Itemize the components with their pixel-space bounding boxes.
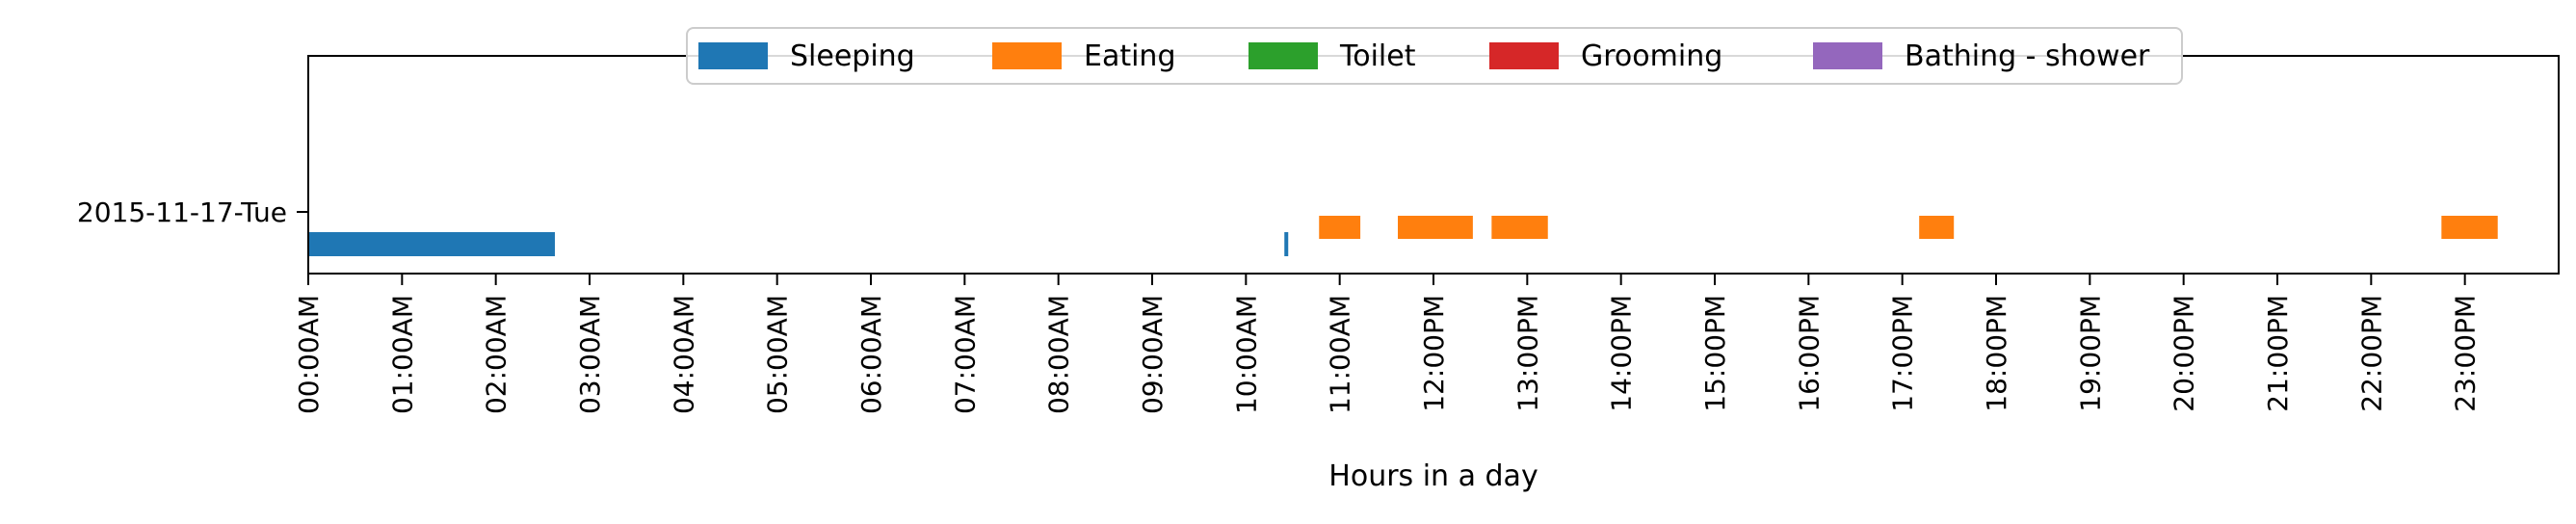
x-tick-label: 05:00AM bbox=[762, 295, 794, 414]
x-tick-label: 09:00AM bbox=[1137, 295, 1169, 414]
x-tick-label: 20:00PM bbox=[2169, 295, 2200, 412]
bar-eating-2 bbox=[1491, 216, 1548, 239]
y-axis: 2015-11-17-Tue bbox=[77, 196, 308, 228]
x-tick-label: 17:00PM bbox=[1887, 295, 1919, 412]
bar-sleeping-0 bbox=[308, 232, 555, 256]
x-tick-label: 02:00AM bbox=[481, 295, 513, 414]
legend-label: Toilet bbox=[1339, 39, 1416, 73]
x-axis: 00:00AM 01:00AM 02:00AM 03:00AM 04:00AM 05:00… bbox=[293, 274, 2482, 414]
x-axis-label: Hours in a day bbox=[1328, 459, 1538, 493]
legend-swatch bbox=[1489, 42, 1559, 69]
legend-swatch bbox=[698, 42, 768, 69]
legend-label: Eating bbox=[1084, 39, 1176, 73]
bar-eating-4 bbox=[2441, 216, 2498, 239]
x-tick-label: 01:00AM bbox=[386, 295, 418, 414]
x-tick-label: 15:00PM bbox=[1699, 295, 1731, 412]
x-tick-label: 13:00PM bbox=[1511, 295, 1543, 412]
x-tick-label: 04:00AM bbox=[668, 295, 699, 414]
legend-swatch bbox=[1813, 42, 1882, 69]
bar-eating-1 bbox=[1398, 216, 1473, 239]
x-tick-label: 03:00AM bbox=[574, 295, 606, 414]
bar-sleeping-1 bbox=[1284, 232, 1289, 256]
legend-swatch bbox=[992, 42, 1062, 69]
x-tick-label: 11:00AM bbox=[1325, 295, 1356, 414]
legend-label: Sleeping bbox=[790, 39, 915, 73]
x-tick-label: 12:00PM bbox=[1418, 295, 1450, 412]
x-tick-label: 06:00AM bbox=[855, 295, 887, 414]
legend-swatch bbox=[1249, 42, 1318, 69]
x-tick-label: 08:00AM bbox=[1043, 295, 1075, 414]
bar-eating-0 bbox=[1319, 216, 1361, 239]
legend: Sleeping Eating Toilet Grooming Bathing - sh… bbox=[686, 27, 2183, 85]
bar-eating-3 bbox=[1919, 216, 1955, 239]
x-tick-label: 16:00PM bbox=[1793, 295, 1825, 412]
x-tick-label: 23:00PM bbox=[2450, 295, 2482, 412]
x-tick-label: 18:00PM bbox=[1981, 295, 2012, 412]
plot-frame bbox=[307, 55, 2560, 275]
x-tick-label: 21:00PM bbox=[2262, 295, 2294, 412]
x-tick-label: 14:00PM bbox=[1606, 295, 1638, 412]
x-tick-label: 07:00AM bbox=[949, 295, 981, 414]
legend-label: Bathing - shower bbox=[1905, 39, 2150, 73]
x-tick-label: 10:00AM bbox=[1230, 295, 1262, 414]
legend-label: Grooming bbox=[1581, 39, 1722, 73]
x-tick-label: 00:00AM bbox=[293, 295, 325, 414]
bars-layer bbox=[308, 216, 2498, 256]
legend-box bbox=[686, 27, 2183, 85]
x-tick-label: 22:00PM bbox=[2355, 295, 2387, 412]
x-tick-label: 19:00PM bbox=[2074, 295, 2106, 412]
y-tick-label: 2015-11-17-Tue bbox=[77, 196, 287, 228]
